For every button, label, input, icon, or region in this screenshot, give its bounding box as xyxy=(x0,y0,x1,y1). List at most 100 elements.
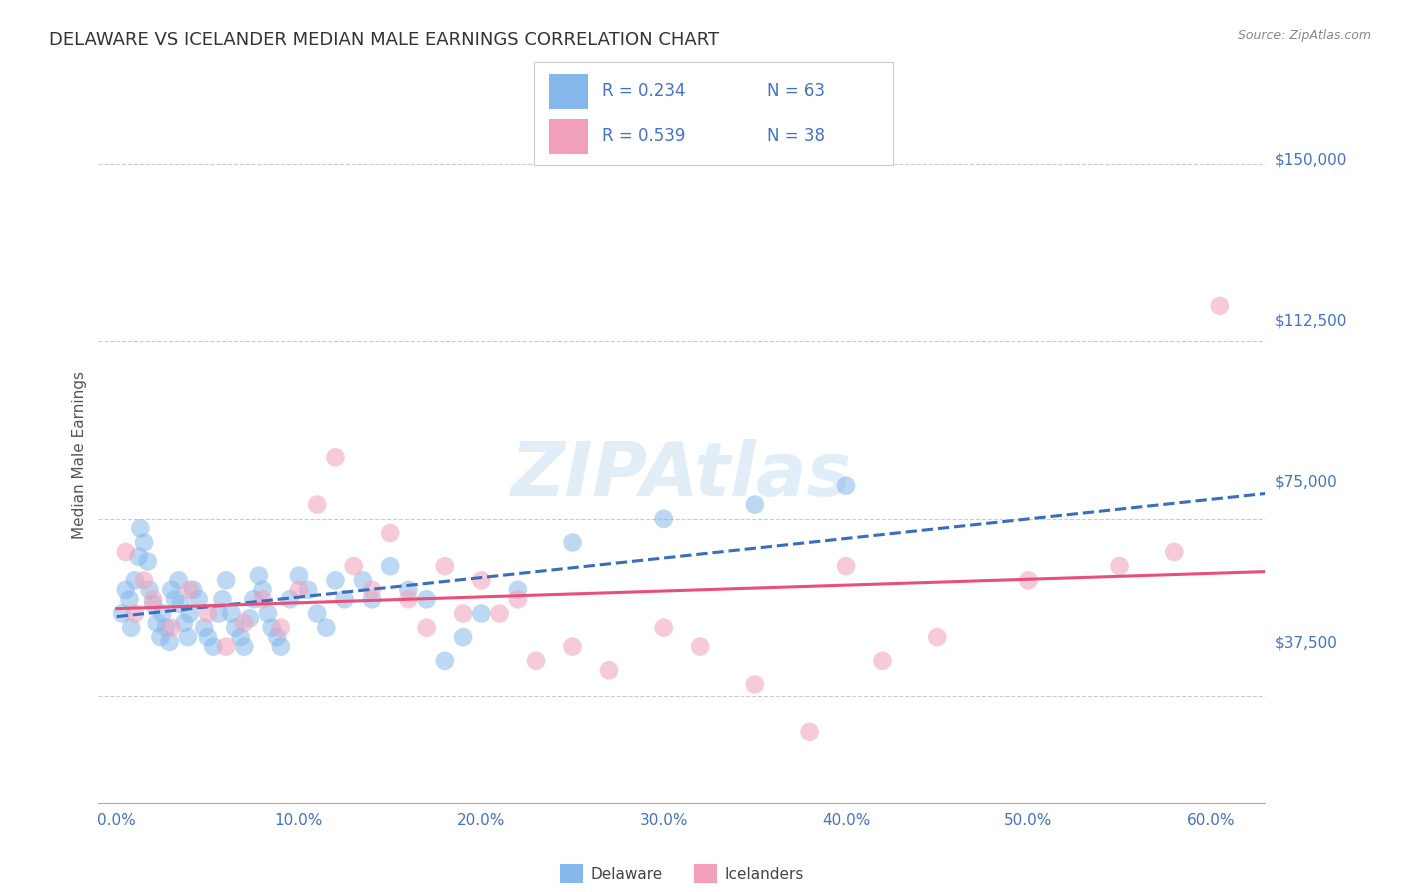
Point xyxy=(506,582,529,597)
Point xyxy=(352,574,374,588)
Point xyxy=(169,597,191,611)
Point xyxy=(187,592,209,607)
Point xyxy=(378,526,402,541)
Point xyxy=(118,592,141,607)
Point xyxy=(270,640,292,654)
Point xyxy=(211,592,233,607)
Point xyxy=(689,640,711,654)
Point xyxy=(333,592,356,607)
Point xyxy=(114,582,136,597)
Point xyxy=(149,630,172,644)
Point xyxy=(415,592,437,607)
Point xyxy=(307,607,329,621)
Point xyxy=(1163,545,1185,559)
Point xyxy=(167,574,190,588)
Point xyxy=(325,574,347,588)
Point xyxy=(124,574,146,588)
Point xyxy=(114,545,136,559)
Point xyxy=(179,607,201,621)
Point xyxy=(111,607,134,621)
Point xyxy=(181,582,204,597)
Point xyxy=(120,621,142,635)
Point xyxy=(451,607,474,621)
Point xyxy=(561,640,583,654)
Point xyxy=(1017,574,1039,588)
Legend: Delaware, Icelanders: Delaware, Icelanders xyxy=(554,858,810,889)
Point xyxy=(1108,559,1130,574)
Point xyxy=(179,582,201,597)
Point xyxy=(488,607,510,621)
Point xyxy=(835,478,858,492)
Point xyxy=(652,621,675,635)
Point xyxy=(260,621,283,635)
Point xyxy=(160,582,183,597)
Point xyxy=(257,607,280,621)
Point xyxy=(233,640,256,654)
Point xyxy=(343,559,366,574)
Point xyxy=(278,592,301,607)
Text: Source: ZipAtlas.com: Source: ZipAtlas.com xyxy=(1237,29,1371,42)
Point xyxy=(288,582,311,597)
Point xyxy=(242,592,264,607)
Point xyxy=(136,554,159,568)
Point xyxy=(160,621,183,635)
Point xyxy=(872,654,894,668)
Point xyxy=(270,621,292,635)
Point xyxy=(1209,299,1232,313)
Point xyxy=(361,582,384,597)
Point xyxy=(173,615,195,630)
Point xyxy=(506,592,529,607)
Point xyxy=(159,635,181,649)
Point xyxy=(177,630,200,644)
Text: R = 0.539: R = 0.539 xyxy=(602,128,686,145)
Point xyxy=(233,615,256,630)
Point xyxy=(247,568,270,582)
Point xyxy=(396,592,419,607)
Point xyxy=(561,535,583,549)
Point xyxy=(129,521,152,535)
Point xyxy=(132,535,155,549)
Point xyxy=(128,549,150,564)
Point xyxy=(142,597,165,611)
Point xyxy=(142,592,165,607)
Point xyxy=(138,582,160,597)
Point xyxy=(197,607,219,621)
Point xyxy=(215,574,238,588)
Point xyxy=(598,663,620,677)
Text: ZIPAtlas: ZIPAtlas xyxy=(512,439,852,512)
Point xyxy=(744,498,766,512)
Point xyxy=(325,450,347,465)
Text: DELAWARE VS ICELANDER MEDIAN MALE EARNINGS CORRELATION CHART: DELAWARE VS ICELANDER MEDIAN MALE EARNIN… xyxy=(49,31,720,49)
Point xyxy=(229,630,252,644)
Point xyxy=(150,607,173,621)
Point xyxy=(197,630,219,644)
Point xyxy=(652,512,675,526)
Point xyxy=(266,630,288,644)
Point xyxy=(221,607,243,621)
Point xyxy=(307,498,329,512)
Point xyxy=(252,582,274,597)
FancyBboxPatch shape xyxy=(548,74,588,109)
Point xyxy=(396,582,419,597)
Point xyxy=(252,592,274,607)
Point xyxy=(124,607,146,621)
Point xyxy=(524,654,547,668)
Point xyxy=(132,574,155,588)
Point xyxy=(297,582,319,597)
Point xyxy=(215,640,238,654)
Point xyxy=(315,621,337,635)
Text: R = 0.234: R = 0.234 xyxy=(602,82,686,100)
Point xyxy=(163,592,186,607)
Point xyxy=(146,615,169,630)
Point xyxy=(378,559,402,574)
Point xyxy=(433,654,456,668)
Point xyxy=(451,630,474,644)
Point xyxy=(208,607,231,621)
Point xyxy=(361,592,384,607)
Point xyxy=(744,677,766,691)
Point xyxy=(470,574,492,588)
Point xyxy=(470,607,492,621)
Point xyxy=(927,630,949,644)
Point xyxy=(799,724,821,739)
Text: N = 63: N = 63 xyxy=(768,82,825,100)
